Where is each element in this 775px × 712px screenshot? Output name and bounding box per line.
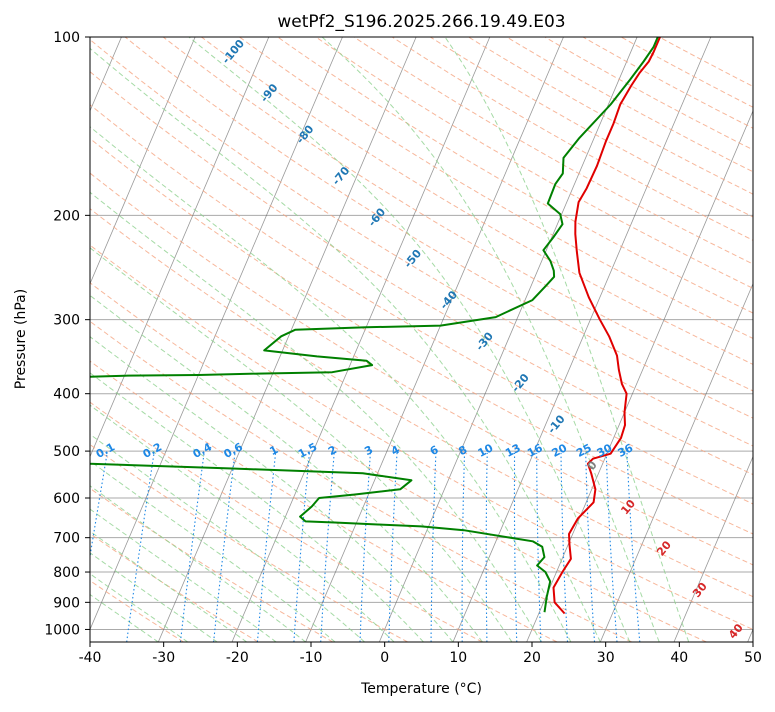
- y-tick-label: 200: [53, 208, 80, 224]
- y-tick-label: 1000: [44, 622, 80, 638]
- y-tick-label: 800: [53, 565, 80, 581]
- y-tick-label: 100: [53, 30, 80, 46]
- y-tick-label: 900: [53, 595, 80, 611]
- x-tick-label: 30: [597, 650, 615, 666]
- x-tick-label: -40: [79, 650, 102, 666]
- y-tick-label: 400: [53, 387, 80, 403]
- x-tick-label: 10: [449, 650, 467, 666]
- x-axis-label: Temperature (°C): [360, 681, 482, 697]
- y-axis-label: Pressure (hPa): [13, 289, 29, 389]
- x-tick-label: 0: [380, 650, 389, 666]
- x-tick-label: -10: [300, 650, 323, 666]
- y-tick-label: 500: [53, 444, 80, 460]
- y-tick-label: 300: [53, 313, 80, 329]
- x-tick-label: -30: [152, 650, 175, 666]
- y-tick-label: 600: [53, 491, 80, 507]
- x-tick-label: 40: [670, 650, 688, 666]
- x-tick-label: -20: [226, 650, 249, 666]
- x-tick-label: 20: [523, 650, 541, 666]
- chart-title: wetPf2_S196.2025.266.19.49.E03: [277, 12, 565, 32]
- x-tick-label: 50: [744, 650, 762, 666]
- y-tick-label: 700: [53, 531, 80, 547]
